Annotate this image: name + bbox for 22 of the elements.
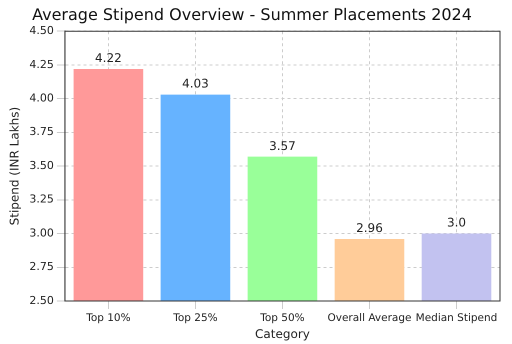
y-tick-label: 3.75 — [29, 125, 54, 138]
y-tick-label: 3.25 — [29, 192, 54, 206]
y-tick-label: 2.50 — [29, 294, 54, 307]
x-tick-label: Top 50% — [259, 312, 305, 324]
data-label: 4.03 — [182, 76, 209, 91]
x-tick-label: Overall Average — [327, 312, 412, 324]
x-tick-label: Top 25% — [172, 312, 218, 324]
y-tick-label: 3.00 — [29, 226, 54, 240]
data-label: 3.57 — [269, 138, 296, 153]
data-label: 2.96 — [356, 221, 383, 236]
y-tick-label: 4.50 — [29, 24, 54, 38]
x-axis-title: Category — [255, 326, 310, 341]
chart-title: Average Stipend Overview - Summer Placements 2024 — [32, 4, 472, 24]
x-tick-label: Median Stipend — [416, 312, 498, 324]
y-tick-label: 4.00 — [29, 92, 54, 105]
y-axis-title: Stipend (INR Lakhs) — [7, 106, 22, 226]
y-tick-label: 4.25 — [29, 58, 54, 71]
data-label: 4.22 — [95, 51, 122, 66]
y-tick-label: 3.50 — [29, 158, 54, 172]
y-tick-label: 2.75 — [29, 260, 54, 274]
data-label: 3.0 — [446, 216, 466, 230]
x-tick-label: Top 10% — [85, 312, 131, 324]
